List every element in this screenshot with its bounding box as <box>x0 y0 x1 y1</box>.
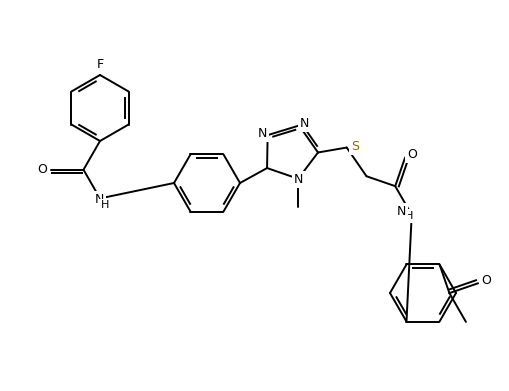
Text: H: H <box>405 211 413 221</box>
Text: H: H <box>101 201 109 210</box>
Text: N: N <box>294 173 303 186</box>
Text: F: F <box>96 59 103 72</box>
Text: O: O <box>481 274 491 287</box>
Text: S: S <box>351 140 359 153</box>
Text: N: N <box>258 127 267 140</box>
Text: N: N <box>397 205 406 218</box>
Text: N: N <box>299 117 309 130</box>
Text: N: N <box>94 193 104 206</box>
Text: O: O <box>407 148 417 161</box>
Text: O: O <box>38 163 47 176</box>
